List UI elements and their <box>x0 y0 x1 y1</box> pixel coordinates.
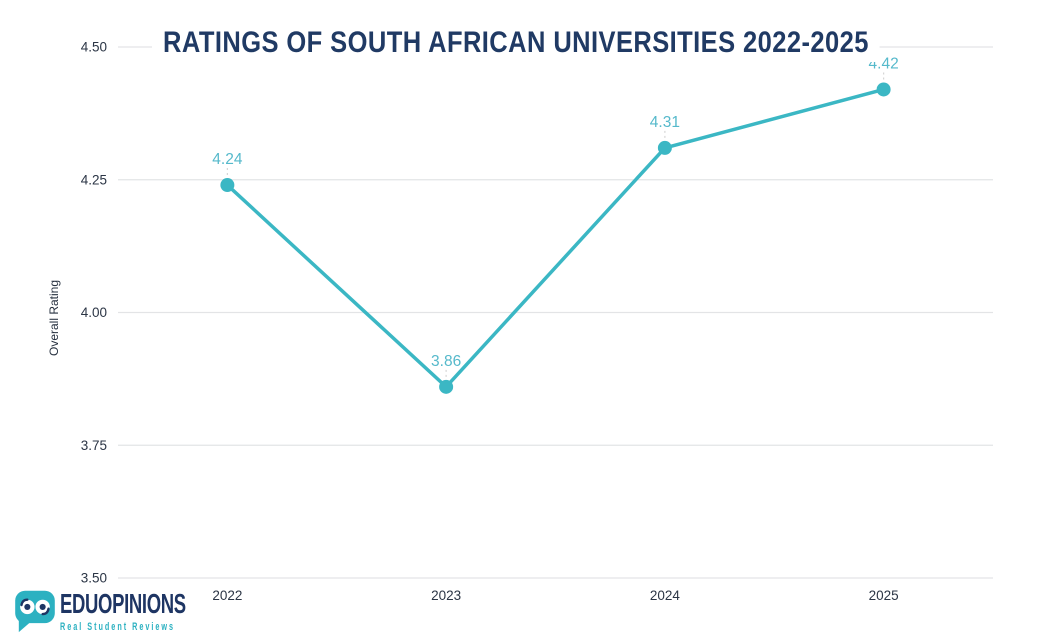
owl-speech-bubble-icon <box>15 590 55 633</box>
trend-line <box>225 87 886 389</box>
logo-tagline: Real Student Reviews <box>60 621 176 633</box>
y-axis-title: Overall Rating <box>47 279 61 357</box>
data-point[interactable] <box>439 379 454 394</box>
x-tick-label: 2022 <box>212 588 242 603</box>
y-tick-label: 4.00 <box>81 305 107 320</box>
eduopinions-logo: EDUOPINIONS Real Student Reviews <box>13 588 251 633</box>
y-tick-label: 3.50 <box>81 571 107 586</box>
y-tick-label: 4.50 <box>81 40 107 55</box>
point-value-label: 4.31 <box>650 114 680 131</box>
data-point[interactable] <box>220 178 235 193</box>
data-point[interactable] <box>876 82 891 97</box>
logo-text: EDUOPINIONS Real Student Reviews <box>60 590 186 634</box>
x-tick-label: 2025 <box>869 588 899 603</box>
logo-wordmark-opinions: OPINIONS <box>98 588 186 619</box>
logo-wordmark-edu: EDU <box>60 588 99 619</box>
point-value-label: 3.86 <box>431 353 461 370</box>
x-tick-label: 2024 <box>650 588 681 603</box>
x-tick-label: 2023 <box>431 588 461 603</box>
y-tick-label: 4.25 <box>81 172 107 187</box>
data-point[interactable] <box>657 140 672 155</box>
point-value-label: 4.24 <box>212 151 243 168</box>
chart-title: RATINGS OF SOUTH AFRICAN UNIVERSITIES 20… <box>152 24 880 62</box>
y-tick-label: 3.75 <box>81 438 107 453</box>
logo-wordmark: EDUOPINIONS <box>60 590 186 618</box>
